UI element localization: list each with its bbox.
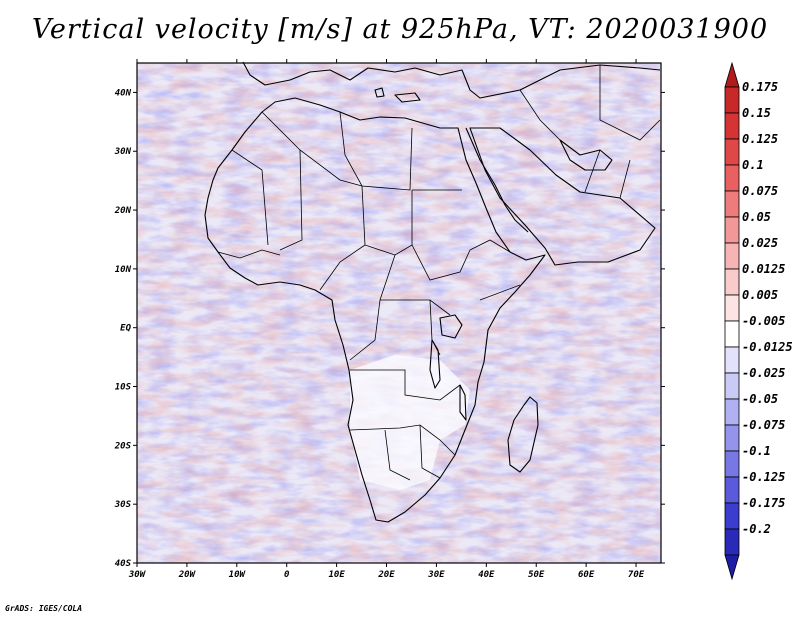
colorbar-label: -0.025 — [742, 366, 785, 380]
lat-tick-label: 30N — [114, 147, 132, 157]
lon-tick-label: 10W — [229, 570, 247, 580]
colorbar-swatch — [724, 294, 740, 322]
lon-tick-label: 20E — [377, 570, 395, 580]
colorbar-label: -0.175 — [742, 496, 785, 510]
colorbar-swatch — [724, 398, 740, 426]
lon-tick-label: 0 — [284, 570, 290, 580]
colorbar-swatch — [724, 346, 740, 374]
colorbar-swatch — [724, 320, 740, 348]
country-borders — [217, 65, 661, 481]
coastlines — [204, 61, 661, 523]
colorbar-label: -0.1 — [742, 444, 771, 458]
red-sea — [465, 127, 529, 233]
persian-gulf — [559, 139, 613, 171]
lon-tick-label: 70E — [628, 570, 645, 580]
africa-coastline — [204, 97, 546, 523]
colorbar-label: 0.125 — [742, 132, 778, 146]
colorbar-swatch — [724, 502, 740, 530]
map-axes: 30W 20W 10W 0 10E 20E 30E 40E 50E 60E 70E 40N 30N 20N… — [114, 59, 665, 580]
lat-tick-label: 30S — [114, 500, 132, 510]
colorbar-swatch — [724, 528, 740, 556]
lon-tick-label: 60E — [578, 570, 595, 580]
colorbar-label: -0.0125 — [742, 340, 793, 354]
colorbar-label: 0.005 — [742, 288, 778, 302]
colorbar-swatch — [724, 372, 740, 400]
colorbar-label: -0.075 — [742, 418, 785, 432]
colorbar-bottom-cap — [724, 554, 740, 581]
lon-tick-label: 30E — [427, 570, 445, 580]
lat-tick-label: 40N — [115, 88, 132, 98]
footer-credit: GrADS: IGES/COLA — [5, 604, 83, 613]
lon-tick-label: 50E — [528, 570, 545, 580]
lon-tick-label: 30W — [128, 570, 147, 580]
lon-tick-label: 20W — [178, 570, 197, 580]
mediterranean-islands — [374, 87, 421, 103]
colorbar-swatch — [724, 268, 740, 296]
lat-tick-label: 20S — [114, 441, 132, 451]
colorbar-label: 0.075 — [742, 184, 778, 198]
colorbar-label: 0.1 — [742, 158, 764, 172]
colorbar-swatch — [724, 216, 740, 244]
colorbar-swatch — [724, 86, 740, 114]
colorbar-swatch — [724, 190, 740, 218]
colorbar-label: -0.05 — [742, 392, 778, 406]
lon-tick-label: 10E — [328, 570, 345, 580]
lake-victoria — [439, 314, 463, 339]
colorbar-swatch — [724, 242, 740, 270]
plot-title: Vertical velocity [m/s] at 925hPa, VT: 2… — [31, 14, 769, 45]
colorbar-swatch — [724, 450, 740, 478]
colorbar-label: -0.005 — [742, 314, 785, 328]
colorbar-label: -0.125 — [742, 470, 785, 484]
colorbar-label: 0.025 — [742, 236, 778, 250]
lat-tick-label: 10S — [115, 383, 132, 393]
lat-tick-label: 20N — [114, 206, 132, 216]
lat-tick-label: 10N — [115, 265, 132, 275]
colorbar-swatch — [724, 112, 740, 140]
arabia-coastline — [469, 127, 656, 266]
colorbar-label: 0.0125 — [742, 262, 785, 276]
colorbar-label: 0.15 — [742, 106, 771, 120]
velocity-field — [137, 63, 661, 563]
lake-tanganyika — [429, 339, 441, 389]
lat-tick-label: EQ — [120, 324, 131, 334]
lat-tick-label: 40S — [115, 559, 132, 569]
colorbar-label: -0.2 — [742, 522, 771, 536]
colorbar-swatch — [724, 476, 740, 504]
madagascar-coastline — [507, 396, 539, 473]
colorbar-swatch — [724, 164, 740, 192]
lake-malawi — [459, 384, 467, 421]
colorbar-top-cap — [724, 61, 740, 88]
colorbar-label: 0.05 — [742, 210, 771, 224]
colorbar: 0.175 0.15 0.125 0.1 0.075 0.05 0.025 0.0125 0.0… — [724, 61, 793, 581]
plot-frame — [136, 62, 662, 564]
colorbar-swatch — [724, 138, 740, 166]
colorbar-swatch — [724, 424, 740, 452]
colorbar-label: 0.175 — [742, 80, 778, 94]
lon-tick-label: 40E — [478, 570, 495, 580]
europe-coastline — [242, 61, 661, 99]
